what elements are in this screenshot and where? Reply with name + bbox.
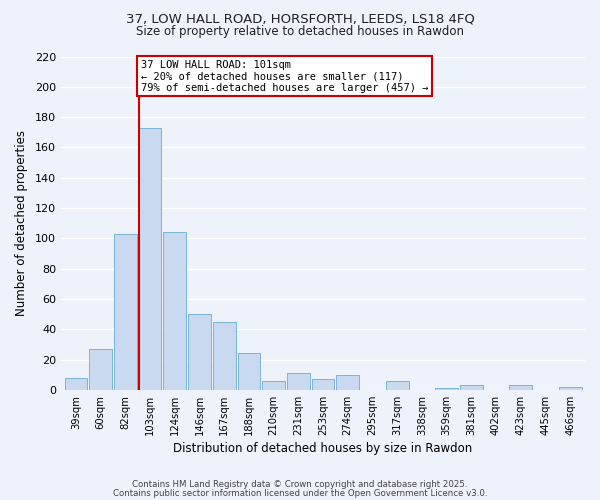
X-axis label: Distribution of detached houses by size in Rawdon: Distribution of detached houses by size … <box>173 442 473 455</box>
Bar <box>287 373 310 390</box>
Y-axis label: Number of detached properties: Number of detached properties <box>15 130 28 316</box>
Bar <box>213 322 236 390</box>
Text: Contains HM Land Registry data © Crown copyright and database right 2025.: Contains HM Land Registry data © Crown c… <box>132 480 468 489</box>
Text: 37, LOW HALL ROAD, HORSFORTH, LEEDS, LS18 4FQ: 37, LOW HALL ROAD, HORSFORTH, LEEDS, LS1… <box>125 12 475 26</box>
Bar <box>238 354 260 390</box>
Text: Contains public sector information licensed under the Open Government Licence v3: Contains public sector information licen… <box>113 489 487 498</box>
Bar <box>337 374 359 390</box>
Text: Size of property relative to detached houses in Rawdon: Size of property relative to detached ho… <box>136 25 464 38</box>
Bar <box>65 378 87 390</box>
Bar <box>386 380 409 390</box>
Text: 37 LOW HALL ROAD: 101sqm
← 20% of detached houses are smaller (117)
79% of semi-: 37 LOW HALL ROAD: 101sqm ← 20% of detach… <box>141 60 428 92</box>
Bar <box>188 314 211 390</box>
Bar <box>460 386 482 390</box>
Bar <box>114 234 137 390</box>
Bar <box>311 379 334 390</box>
Bar <box>509 386 532 390</box>
Bar <box>89 349 112 390</box>
Bar <box>559 387 581 390</box>
Bar <box>262 380 285 390</box>
Bar <box>163 232 186 390</box>
Bar <box>139 128 161 390</box>
Bar <box>435 388 458 390</box>
